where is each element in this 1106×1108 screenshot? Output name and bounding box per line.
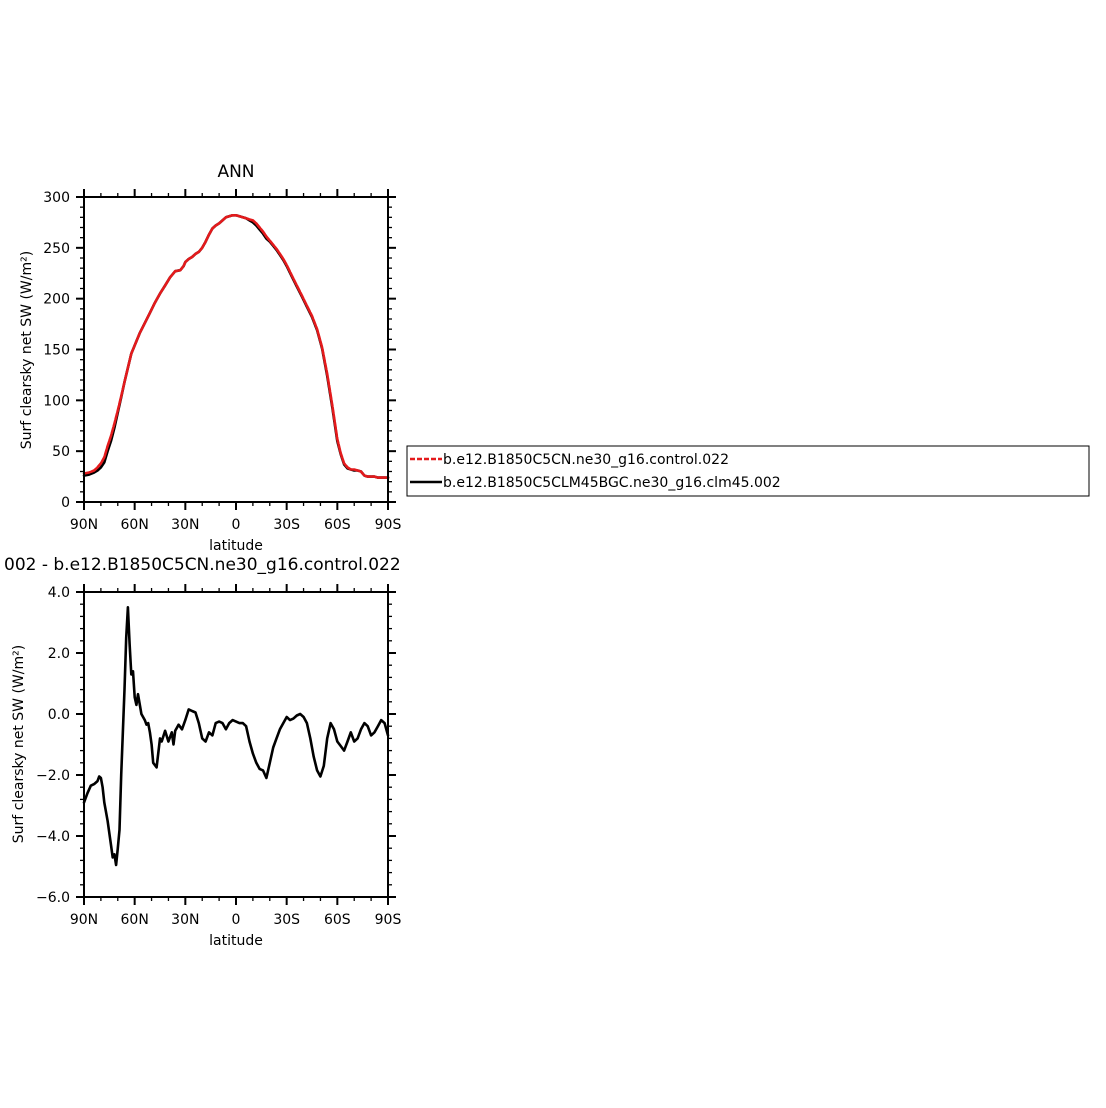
- top-y-tick-label: 300: [43, 190, 70, 206]
- top-x-ticks: 90N 60N 30N 0 30S 60S 90S: [70, 189, 402, 533]
- top-plot-frame: [83, 196, 389, 503]
- bottom-series-lines: [82, 605, 390, 867]
- top-y-axis-title: Surf clearsky net SW (W/m²): [19, 251, 35, 449]
- legend: b.e12.B1850C5CN.ne30_g16.control.022 b.e…: [406, 445, 1090, 497]
- top-y-tick-label: 50: [52, 444, 70, 460]
- top-y-tick-label: 200: [43, 292, 70, 308]
- top-y-ticks: 0 50 100 150 200 250 300: [43, 190, 396, 511]
- bottom-series-line-0: [82, 605, 390, 867]
- top-y-tick-label: 150: [43, 343, 70, 359]
- bottom-x-ticks: 90N 60N 30N 0 30S 60S 90S: [70, 584, 402, 928]
- bottom-panel: 002 - b.e12.B1850C5CN.ne30_g16.control.0…: [4, 555, 401, 949]
- bottom-y-ticks: −6.0 −4.0 −2.0 0.0 2.0 4.0: [36, 585, 396, 906]
- bottom-x-tick-label: 30N: [171, 912, 199, 928]
- top-x-tick-label: 90N: [70, 517, 98, 533]
- bottom-x-tick-label: 30S: [273, 912, 300, 928]
- bottom-y-tick-label: 4.0: [48, 585, 70, 601]
- bottom-y-tick-label: 2.0: [48, 646, 70, 662]
- bottom-x-tick-label: 0: [232, 912, 241, 928]
- top-x-tick-label: 30N: [171, 517, 199, 533]
- bottom-y-tick-label: 0.0: [48, 707, 70, 723]
- bottom-x-tick-label: 90S: [375, 912, 402, 928]
- bottom-y-tick-label: −2.0: [36, 768, 70, 784]
- bottom-x-tick-label: 90N: [70, 912, 98, 928]
- top-x-axis-title: latitude: [209, 538, 263, 554]
- top-series-lines: [82, 214, 390, 479]
- top-x-tick-label: 60S: [324, 517, 351, 533]
- top-panel: ANN 90N 60N 30N 0 30S 60S 90S 0 50 100 150 200 250 3…: [19, 162, 401, 554]
- bottom-y-axis-title: Surf clearsky net SW (W/m²): [11, 645, 27, 843]
- legend-label-control: b.e12.B1850C5CN.ne30_g16.control.022: [443, 452, 729, 468]
- legend-box: [406, 445, 1090, 497]
- top-series-line-1: [82, 214, 390, 479]
- top-series-line-0: [82, 214, 390, 479]
- bottom-y-tick-label: −6.0: [36, 890, 70, 906]
- top-y-tick-label: 100: [43, 393, 70, 409]
- top-x-tick-label: 30S: [273, 517, 300, 533]
- top-y-tick-label: 0: [61, 495, 70, 511]
- bottom-plot-frame: [83, 591, 389, 898]
- top-x-tick-label: 90S: [375, 517, 402, 533]
- bottom-x-axis-title: latitude: [209, 933, 263, 949]
- top-y-tick-label: 250: [43, 241, 70, 257]
- bottom-y-tick-label: −4.0: [36, 829, 70, 845]
- top-x-tick-label: 0: [232, 517, 241, 533]
- bottom-x-tick-label: 60S: [324, 912, 351, 928]
- legend-label-clm45: b.e12.B1850C5CLM45BGC.ne30_g16.clm45.002: [443, 475, 781, 491]
- bottom-title: 002 - b.e12.B1850C5CN.ne30_g16.control.0…: [4, 555, 401, 575]
- top-title: ANN: [217, 162, 254, 182]
- top-x-tick-label: 60N: [121, 517, 149, 533]
- bottom-x-tick-label: 60N: [121, 912, 149, 928]
